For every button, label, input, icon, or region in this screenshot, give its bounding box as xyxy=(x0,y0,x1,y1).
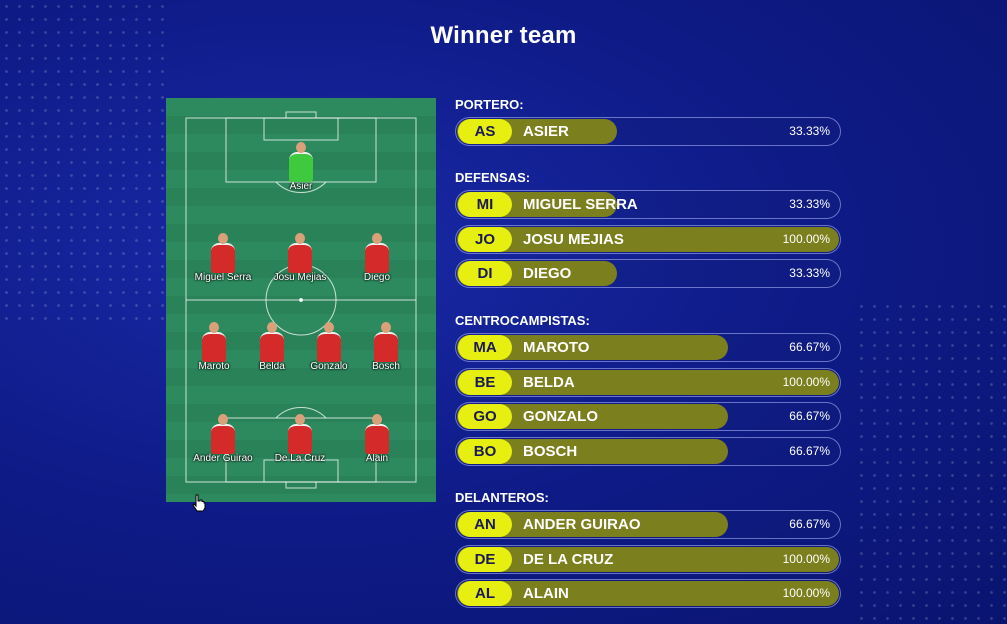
player-vote-row[interactable]: MI MIGUEL SERRA 33.33% xyxy=(455,190,841,219)
pitch-player-name: De La Cruz xyxy=(274,453,326,464)
player-figure-icon xyxy=(199,322,229,362)
player-initials-badge: MA xyxy=(458,335,512,360)
vote-progress-bar xyxy=(457,547,839,572)
background-dots-right xyxy=(855,300,1007,624)
pitch-player-name: Belda xyxy=(259,361,285,372)
vote-percentage: 33.33% xyxy=(789,266,830,280)
player-figure-icon xyxy=(285,233,315,273)
player-figure-icon xyxy=(208,233,238,273)
pitch-player: Miguel Serra xyxy=(188,233,258,283)
player-name: MIGUEL SERRA xyxy=(523,196,638,213)
vote-percentage: 33.33% xyxy=(789,197,830,211)
pitch-player-name: Asier xyxy=(289,181,313,192)
vote-percentage: 66.67% xyxy=(789,340,830,354)
pitch-player: Josu Mejias xyxy=(265,233,335,283)
player-initials-badge: BO xyxy=(458,439,512,464)
player-vote-row[interactable]: DE DE LA CRUZ 100.00% xyxy=(455,545,841,574)
player-name: JOSU MEJIAS xyxy=(523,231,624,248)
vote-progress-bar xyxy=(457,227,839,252)
pitch-player: Bosch xyxy=(351,322,421,372)
pitch-player: Alain xyxy=(342,414,412,464)
pitch-player: Diego xyxy=(342,233,412,283)
player-figure-icon xyxy=(257,322,287,362)
player-name: DIEGO xyxy=(523,265,572,282)
player-name: MAROTO xyxy=(523,339,590,356)
pitch-player: Maroto xyxy=(179,322,249,372)
vote-percentage: 33.33% xyxy=(789,124,830,138)
pitch-player-name: Maroto xyxy=(198,361,230,372)
pitch-player: Belda xyxy=(237,322,307,372)
player-figure-icon xyxy=(314,322,344,362)
player-vote-row[interactable]: BO BOSCH 66.67% xyxy=(455,437,841,466)
pitch-player-name: Josu Mejias xyxy=(273,272,327,283)
player-name: DE LA CRUZ xyxy=(523,551,614,568)
pitch-player-name: Alain xyxy=(365,453,389,464)
pitch-player: Gonzalo xyxy=(294,322,364,372)
player-initials-badge: AN xyxy=(458,512,512,537)
pitch-player-name: Ander Guirao xyxy=(193,453,253,464)
vote-percentage: 66.67% xyxy=(789,444,830,458)
hand-pointer-icon xyxy=(192,494,206,512)
pitch-player: De La Cruz xyxy=(265,414,335,464)
player-figure-icon xyxy=(208,414,238,454)
player-initials-badge: DI xyxy=(458,261,512,286)
player-initials-badge: BE xyxy=(458,370,512,395)
vote-percentage: 100.00% xyxy=(782,232,830,246)
pitch: Asier Miguel Serra Josu Mejias Diego Maroto B… xyxy=(166,98,436,502)
player-figure-icon xyxy=(362,414,392,454)
player-name: ALAIN xyxy=(523,585,569,602)
section-label: DELANTEROS: xyxy=(455,490,549,505)
player-figure-icon xyxy=(286,142,316,182)
pitch-player: Ander Guirao xyxy=(188,414,258,464)
page-title: Winner team xyxy=(430,22,577,49)
vote-progress-bar xyxy=(457,581,839,606)
player-figure-icon xyxy=(371,322,401,362)
section-label: CENTROCAMPISTAS: xyxy=(455,313,590,328)
player-vote-row[interactable]: MA MAROTO 66.67% xyxy=(455,333,841,362)
vote-percentage: 100.00% xyxy=(782,375,830,389)
player-initials-badge: MI xyxy=(458,192,512,217)
vote-percentage: 66.67% xyxy=(789,517,830,531)
player-vote-row[interactable]: JO JOSU MEJIAS 100.00% xyxy=(455,225,841,254)
vote-percentage: 100.00% xyxy=(782,586,830,600)
player-name: BOSCH xyxy=(523,443,578,460)
player-initials-badge: AL xyxy=(458,581,512,606)
player-name: ANDER GUIRAO xyxy=(523,516,641,533)
vote-progress-bar xyxy=(457,370,839,395)
vote-percentage: 66.67% xyxy=(789,409,830,423)
player-initials-badge: JO xyxy=(458,227,512,252)
player-vote-row[interactable]: AL ALAIN 100.00% xyxy=(455,579,841,608)
pitch-player-name: Bosch xyxy=(372,361,400,372)
vote-percentage: 100.00% xyxy=(782,552,830,566)
player-figure-icon xyxy=(285,414,315,454)
player-name: ASIER xyxy=(523,123,569,140)
player-initials-badge: AS xyxy=(458,119,512,144)
player-initials-badge: GO xyxy=(458,404,512,429)
player-figure-icon xyxy=(362,233,392,273)
player-vote-row[interactable]: GO GONZALO 66.67% xyxy=(455,402,841,431)
player-name: GONZALO xyxy=(523,408,598,425)
section-label: DEFENSAS: xyxy=(455,170,531,185)
pitch-player: Asier xyxy=(266,142,336,192)
pitch-player-name: Gonzalo xyxy=(310,361,348,372)
pitch-player-name: Miguel Serra xyxy=(194,272,252,283)
player-initials-badge: DE xyxy=(458,547,512,572)
player-name: BELDA xyxy=(523,374,575,391)
player-vote-row[interactable]: AS ASIER 33.33% xyxy=(455,117,841,146)
player-vote-row[interactable]: DI DIEGO 33.33% xyxy=(455,259,841,288)
pitch-player-name: Diego xyxy=(363,272,391,283)
section-label: PORTERO: xyxy=(455,97,524,112)
player-vote-row[interactable]: BE BELDA 100.00% xyxy=(455,368,841,397)
player-vote-row[interactable]: AN ANDER GUIRAO 66.67% xyxy=(455,510,841,539)
